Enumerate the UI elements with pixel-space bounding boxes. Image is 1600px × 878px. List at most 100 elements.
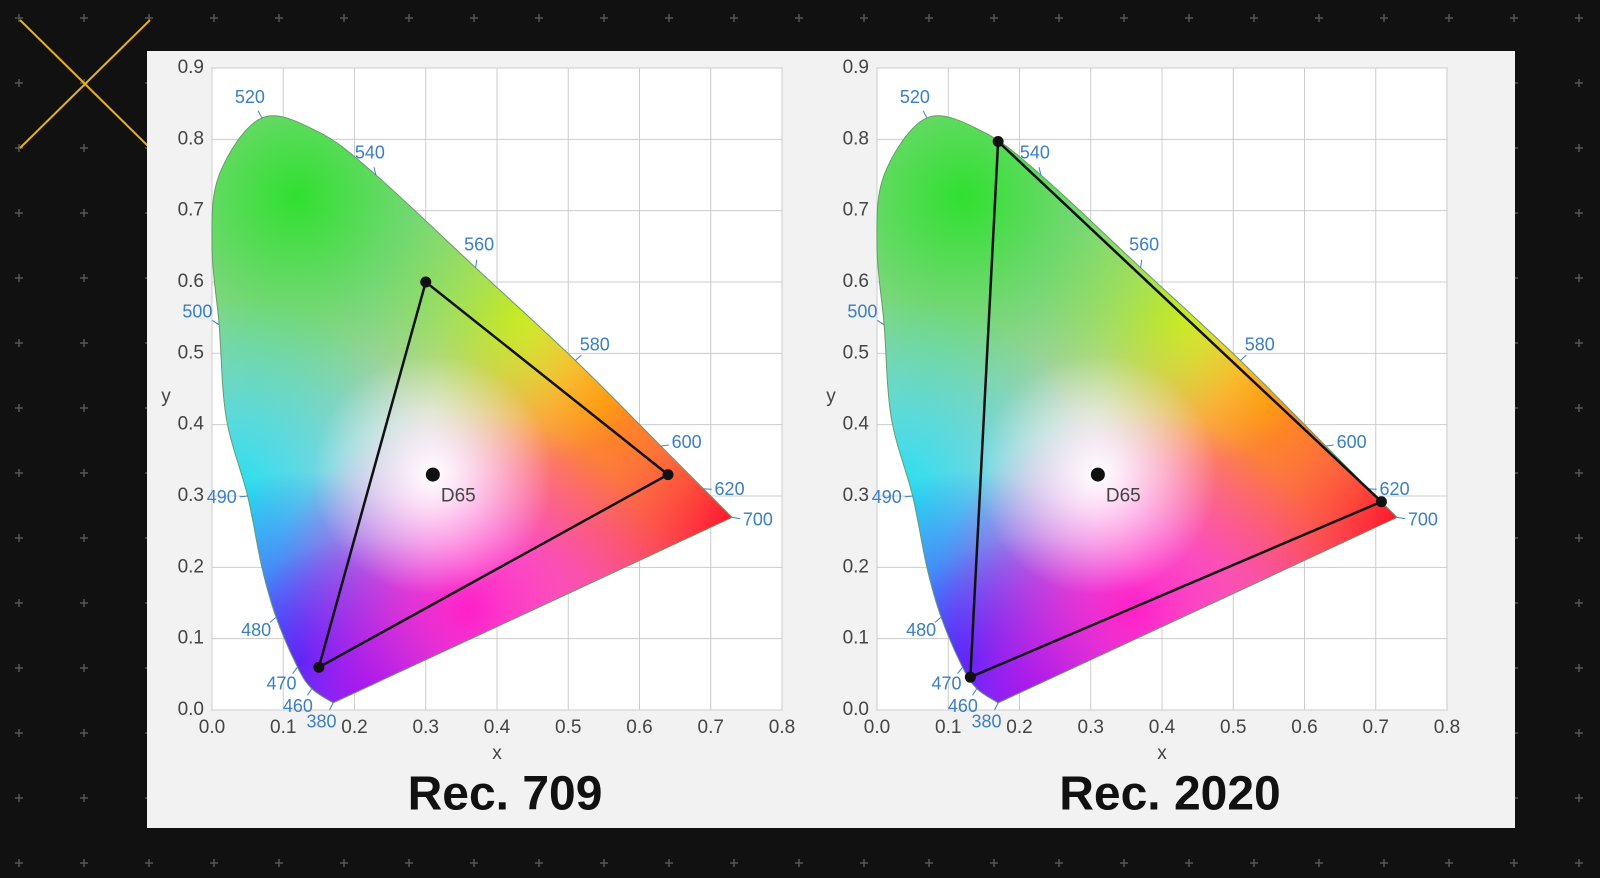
wavelength-label: 540	[355, 142, 385, 162]
primary-point	[964, 671, 976, 683]
white-point-label: D65	[441, 486, 476, 507]
wavelength-tick	[877, 319, 885, 326]
spectral-locus	[876, 115, 1398, 704]
wavelength-label: 600	[1337, 432, 1367, 452]
spectral-locus	[211, 115, 733, 704]
chromaticity-chart: 0.0 0.1 0.2 0.3 0.4 0.5 0.6 0.7 0.8 0.0 0.1 0.2 0.3 0…	[161, 57, 795, 821]
x-tick-label: 0.8	[769, 717, 795, 738]
white-point-label: D65	[1106, 486, 1141, 507]
x-tick-label: 0.5	[555, 717, 581, 738]
y-tick-label: 0.9	[843, 57, 869, 78]
y-axis-label: y	[161, 386, 171, 407]
wavelength-tick	[269, 616, 277, 623]
wavelength-tick	[1038, 167, 1042, 176]
wavelength-label: 490	[207, 487, 237, 507]
y-tick-label: 0.0	[178, 699, 204, 720]
wavelength-label: 480	[241, 620, 271, 640]
y-tick-label: 0.4	[178, 414, 205, 435]
x-axis-label: x	[492, 743, 502, 764]
x-tick-label: 0.3	[413, 717, 439, 738]
x-tick-label: 0.8	[1434, 717, 1460, 738]
white-point	[1090, 467, 1105, 482]
x-tick-label: 0.0	[864, 717, 890, 738]
wavelength-tick	[972, 688, 978, 696]
wavelength-label: 470	[267, 673, 297, 693]
y-tick-label: 0.3	[843, 485, 869, 506]
wavelength-tick	[373, 167, 377, 176]
gamut-triangle	[316, 279, 671, 670]
y-tick-label: 0.5	[178, 342, 204, 363]
x-tick-label: 0.1	[935, 717, 961, 738]
x-tick-label: 0.4	[484, 717, 511, 738]
y-tick-label: 0.8	[843, 128, 869, 149]
y-axis-label: y	[826, 386, 836, 407]
wavelength-label: 560	[1129, 235, 1159, 255]
wavelength-tick	[934, 616, 942, 623]
wavelength-tick	[732, 516, 741, 520]
wavelength-label: 580	[580, 335, 610, 355]
chart-title: Rec. 2020	[1059, 768, 1281, 821]
wavelength-tick	[994, 702, 999, 711]
primary-point	[420, 276, 432, 288]
wavelength-tick	[1397, 516, 1406, 520]
wavelength-label: 600	[672, 432, 702, 452]
chart-title: Rec. 709	[408, 768, 603, 821]
wavelength-label: 490	[872, 487, 902, 507]
x-tick-label: 0.6	[1291, 717, 1317, 738]
x-tick-label: 0.7	[698, 717, 724, 738]
wavelength-tick	[957, 666, 963, 674]
y-tick-label: 0.2	[843, 556, 869, 577]
wavelength-tick	[1240, 354, 1247, 361]
wavelength-tick	[329, 702, 334, 711]
x-tick-label: 0.1	[270, 717, 296, 738]
wavelength-label: 620	[715, 479, 745, 499]
wavelength-label: 460	[283, 696, 313, 716]
y-tick-label: 0.8	[178, 128, 204, 149]
wavelength-tick	[307, 688, 313, 696]
x-tick-label: 0.3	[1078, 717, 1104, 738]
x-tick-label: 0.6	[626, 717, 652, 738]
gamut-triangle	[968, 138, 1384, 680]
wavelength-label: 480	[906, 620, 936, 640]
wavelength-tick	[239, 495, 248, 498]
y-tick-label: 0.1	[178, 628, 204, 649]
wavelength-tick	[292, 666, 298, 674]
x-tick-label: 0.5	[1220, 717, 1246, 738]
decor-x	[19, 19, 151, 149]
wavelength-tick	[904, 495, 913, 498]
wavelength-label: 500	[182, 301, 212, 321]
x-tick-label: 0.7	[1363, 717, 1389, 738]
wavelength-tick	[922, 110, 928, 119]
y-tick-label: 0.6	[178, 271, 204, 292]
wavelength-label: 380	[971, 711, 1001, 731]
y-tick-label: 0.0	[843, 699, 869, 720]
y-tick-label: 0.3	[178, 485, 204, 506]
wavelength-tick	[575, 354, 582, 361]
y-tick-label: 0.9	[178, 57, 204, 78]
wavelength-tick	[1325, 444, 1334, 447]
wavelength-tick	[660, 444, 669, 447]
y-tick-label: 0.7	[178, 200, 204, 221]
wavelength-label: 520	[235, 87, 265, 107]
x-tick-label: 0.2	[341, 717, 367, 738]
wavelength-label: 460	[948, 696, 978, 716]
x-tick-label: 0.2	[1006, 717, 1032, 738]
primary-point	[662, 469, 674, 481]
wavelength-tick	[257, 110, 263, 119]
wavelength-label: 520	[900, 87, 930, 107]
wavelength-label: 700	[1408, 509, 1438, 529]
primary-point	[313, 661, 325, 673]
white-point	[425, 467, 440, 482]
wavelength-label: 580	[1245, 335, 1275, 355]
primary-point	[992, 135, 1004, 147]
y-tick-label: 0.4	[843, 414, 870, 435]
wavelength-label: 380	[306, 711, 336, 731]
wavelength-label: 620	[1380, 479, 1410, 499]
wavelength-label: 540	[1020, 142, 1050, 162]
y-tick-label: 0.1	[843, 628, 869, 649]
y-tick-label: 0.5	[843, 342, 869, 363]
wavelength-tick	[1140, 259, 1143, 268]
y-tick-label: 0.6	[843, 271, 869, 292]
x-tick-label: 0.0	[199, 717, 225, 738]
